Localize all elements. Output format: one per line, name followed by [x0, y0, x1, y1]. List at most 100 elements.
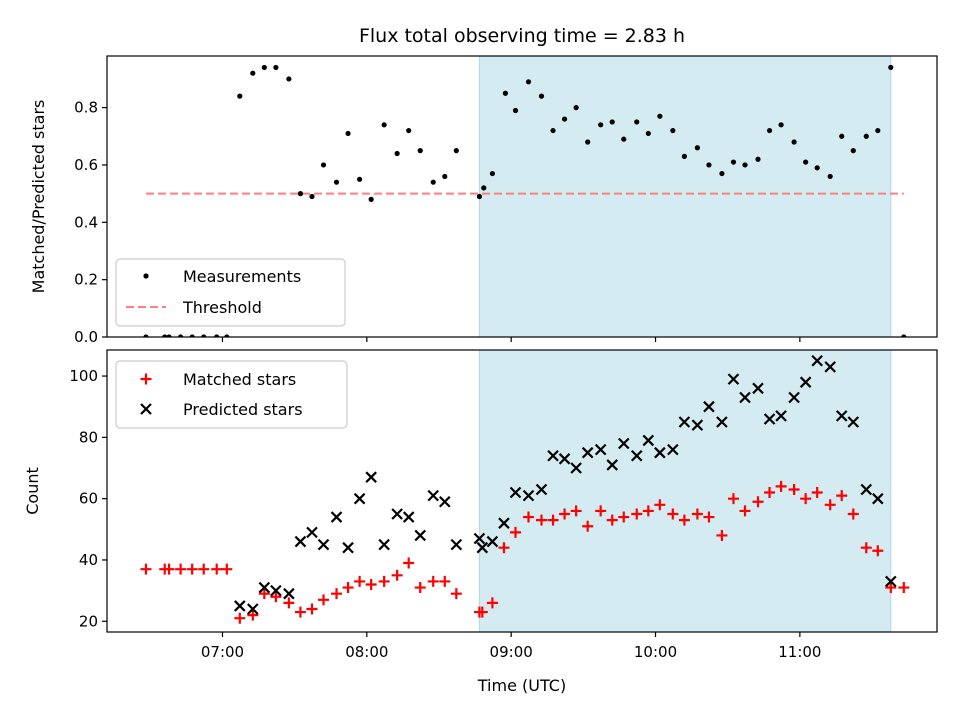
measurement-point [598, 122, 604, 128]
measurement-point [261, 64, 267, 71]
measurement-point [561, 116, 568, 122]
matched-star-point [811, 487, 823, 499]
axes-frame [106, 349, 938, 633]
measurement-point [309, 193, 315, 200]
matched-star-point [186, 563, 198, 575]
legend-threshold-label: Threshold [182, 298, 262, 317]
legend-box [115, 360, 348, 429]
matched-star-point [486, 597, 498, 609]
predicted-star-point [414, 529, 427, 542]
predicted-star-point [617, 437, 630, 450]
matched-star-point [739, 505, 751, 517]
y-axis-label: Count [23, 467, 42, 515]
predicted-star-point [353, 492, 366, 505]
predicted-star-point [606, 459, 618, 471]
measurement-point [345, 130, 351, 137]
measurement-point [417, 148, 423, 154]
matched-star-point [631, 508, 643, 520]
matched-star-point [582, 520, 594, 532]
matched-star-point [703, 511, 715, 523]
matched-star-point [378, 575, 390, 587]
matched-star-point [318, 594, 330, 606]
matched-star-point [898, 582, 910, 594]
measurement-point [609, 119, 615, 125]
observing-window-shade [479, 56, 891, 337]
measurement-point [189, 334, 195, 337]
matched-star-point [547, 514, 559, 526]
plot-area [140, 350, 910, 632]
matched-star-point [354, 575, 366, 587]
y-tick-label: 0.6 [74, 156, 98, 174]
y-tick-label: 40 [79, 551, 98, 569]
measurement-point [237, 93, 243, 99]
measurement-point [201, 334, 207, 337]
matched-star-point [476, 606, 488, 618]
legend: Matched stars Predicted stars [115, 360, 348, 429]
measurement-point [839, 133, 845, 139]
matched-star-point [595, 505, 607, 517]
x-tick-label: 10:00 [634, 643, 677, 661]
matched-star-point [847, 508, 859, 520]
predicted-star-point [703, 400, 715, 413]
matched-star-point [247, 609, 259, 621]
predicted-star-point [450, 538, 463, 551]
predicted-star-point [739, 391, 751, 404]
measurement-point [863, 133, 869, 139]
predicted-star-point [642, 434, 655, 447]
measurement-point [645, 130, 651, 137]
predicted-star-point [581, 446, 594, 459]
legend-measurements-label: Measurements [183, 267, 301, 286]
measurement-point [681, 153, 687, 159]
y-tick-label: 100 [69, 367, 98, 385]
measurement-point [297, 191, 304, 197]
legend-matched-label: Matched stars [183, 370, 296, 389]
chart-title: Flux total observing time = 2.83 h [359, 25, 685, 47]
measurement-point [875, 127, 881, 134]
predicted-star-point [716, 416, 728, 428]
measurement-point [573, 105, 579, 111]
predicted-star-point [476, 541, 489, 554]
measurement-point [406, 127, 412, 134]
measurement-point [538, 93, 545, 99]
measurement-point [657, 113, 663, 119]
matched-star-point [342, 582, 354, 594]
x-axis-label: Time (UTC) [477, 676, 566, 695]
matched-star-point [331, 588, 343, 600]
measurement-point [368, 196, 374, 202]
observing-window-shade [479, 350, 891, 632]
matched-star-point [872, 545, 884, 557]
matched-star-point [163, 563, 175, 575]
matched-star-point [618, 511, 630, 523]
matched-star-point [642, 505, 654, 517]
predicted-star-point [594, 443, 607, 456]
matched-star-point [258, 588, 270, 600]
bottom-panel: 20 40 60 80 100 07:00 08:00 09:00 10:00 11:00 Coun… [23, 349, 938, 661]
y-tick-label: 60 [79, 490, 98, 508]
measurement-point [742, 162, 748, 168]
matched-star-point [498, 542, 510, 554]
measurement-point [791, 139, 797, 145]
measurement-point [430, 179, 436, 185]
measurement-point [381, 122, 387, 128]
measurement-point [502, 90, 508, 96]
matched-star-point [800, 493, 812, 505]
predicted-star-point [788, 391, 800, 404]
predicted-star-point [342, 541, 354, 554]
predicted-star-point [678, 416, 691, 428]
matched-star-point [365, 578, 377, 590]
legend-predicted-marker [140, 403, 152, 415]
measurement-point [719, 170, 725, 177]
measurement-point [888, 64, 894, 71]
matched-star-point [885, 582, 897, 594]
matched-star-point [570, 505, 582, 517]
matched-star-point [270, 591, 282, 603]
matched-star-point [606, 514, 618, 526]
matched-star-point [439, 575, 451, 587]
measurement-point [670, 127, 676, 134]
predicted-star-point [667, 443, 679, 456]
measurement-point [453, 148, 459, 154]
measurement-point [850, 148, 856, 154]
x-tick-label: 08:00 [345, 643, 388, 661]
measurement-point [320, 162, 327, 168]
measurement-point [250, 70, 256, 76]
